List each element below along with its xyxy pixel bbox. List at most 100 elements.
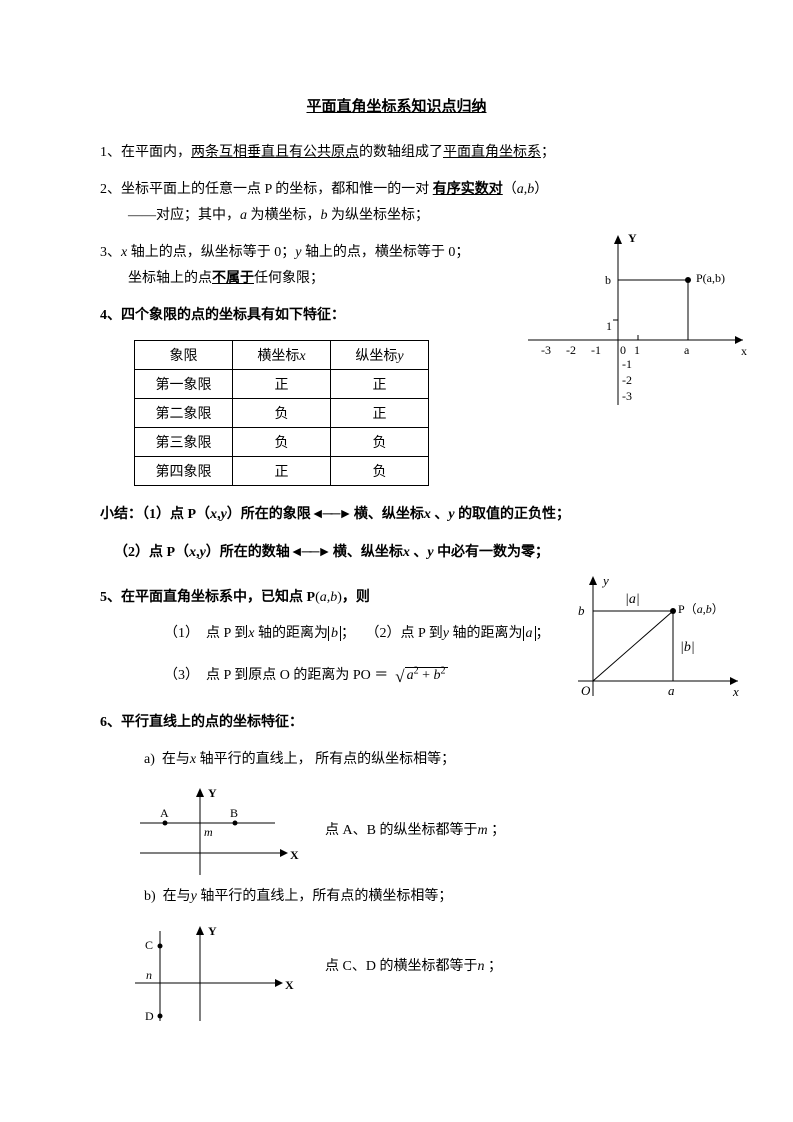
point-b: B xyxy=(230,806,238,820)
t: （ xyxy=(503,182,517,197)
t: 平行直线上的点的坐标特征： xyxy=(121,715,303,730)
abs-a: |a| xyxy=(625,592,640,607)
t: 为横坐标， xyxy=(247,208,321,223)
summary-1: 小结：（1）点 P（x,y）所在的象限◄──► 横、纵坐标x 、y 的取值的正负… xyxy=(100,500,693,529)
abs-b: |b| xyxy=(680,640,695,655)
tk: -1 xyxy=(622,357,632,371)
y-label: y xyxy=(601,573,609,588)
y-label: Y xyxy=(628,231,637,245)
t: 平面直角坐标系 xyxy=(443,145,541,160)
quadrant-table: 象限 横坐标x 纵坐标y 第一象限正正 第二象限负正 第三象限负负 第四象限正负 xyxy=(134,340,429,486)
point-a: A xyxy=(160,806,169,820)
para-6b: b) 在与y 轴平行的直线上，所有点的横坐标相等； xyxy=(100,884,693,911)
td: 第四象限 xyxy=(135,456,233,485)
t: （2）点 P（ xyxy=(114,545,189,560)
t: 为纵坐标坐标； xyxy=(328,208,430,223)
t: （3） xyxy=(164,668,199,683)
t: 横坐标 xyxy=(257,349,299,364)
td: 第二象限 xyxy=(135,398,233,427)
tk: 1 xyxy=(634,343,640,357)
a-label: a xyxy=(684,343,690,357)
num: 2、 xyxy=(100,182,121,197)
t: ）所在的数轴 xyxy=(206,545,290,560)
t: + xyxy=(419,668,434,683)
para-6: 6、平行直线上的点的坐标特征： xyxy=(100,710,693,737)
var-b: b xyxy=(434,668,441,683)
td: 正 xyxy=(233,369,331,398)
n-label: n xyxy=(146,968,152,982)
td: 第一象限 xyxy=(135,369,233,398)
num: 5、 xyxy=(100,590,121,605)
t: ） xyxy=(534,182,548,197)
t: 在平面内， xyxy=(121,145,191,160)
var-a: a xyxy=(407,668,414,683)
t: ； xyxy=(541,145,555,160)
t: 四个象限的点的坐标具有如下特征： xyxy=(121,308,345,323)
t: 轴上的点，横坐标等于 0； xyxy=(301,245,469,260)
t: ，则 xyxy=(342,590,370,605)
tk: -1 xyxy=(591,343,601,357)
origin-label: O xyxy=(581,683,591,698)
t: ； xyxy=(484,959,502,974)
fig3-caption: 点 A、B 的纵坐标都等于m ； xyxy=(325,819,505,839)
tk: -3 xyxy=(622,389,632,403)
para-6a: a) 在与x 轴平行的直线上， 所有点的纵坐标相等； xyxy=(100,747,693,774)
a-label: a xyxy=(668,683,675,698)
tk: -3 xyxy=(541,343,551,357)
t: 、 xyxy=(410,545,428,560)
t: 所有点的纵坐标相等； xyxy=(315,752,455,767)
var-x: x xyxy=(403,545,410,560)
num: 3、 xyxy=(100,245,121,260)
t: 坐标平面上的任意一点 P 的坐标，都和惟一的一对 xyxy=(121,182,433,197)
radical-icon: √ xyxy=(395,667,404,686)
td: 正 xyxy=(331,369,429,398)
sqrt-expr: a2 + b2 xyxy=(405,667,448,683)
th: 象限 xyxy=(135,340,233,369)
abs-a: a xyxy=(523,626,536,641)
page-title: 平面直角坐标系知识点归纳 xyxy=(100,95,693,116)
t: 横、纵坐标 xyxy=(350,507,424,522)
para-2: 2、坐标平面上的任意一点 P 的坐标，都和惟一的一对 有序实数对（a,b） ——… xyxy=(100,177,693,230)
var-a: a xyxy=(240,208,247,223)
point-p: P（a,b） xyxy=(678,602,724,616)
figure-1-axes: x Y P(a,b) b 1 a -3 -2 -1 0 1 -1 -2 -3 xyxy=(518,230,753,415)
var-x: x xyxy=(299,349,305,364)
t: 轴上的点，纵坐标等于 0； xyxy=(127,245,295,260)
t: ——对应；其中， xyxy=(100,208,240,223)
td: 负 xyxy=(331,427,429,456)
t: 点 C、D 的横坐标都等于 xyxy=(325,959,477,974)
var-y: y xyxy=(397,349,403,364)
var-x: x xyxy=(210,507,217,522)
t: 中必有一数为零； xyxy=(434,545,550,560)
td: 负 xyxy=(331,456,429,485)
b-label: b xyxy=(605,273,611,287)
t: 轴平行的直线上，所有点的横坐标相等； xyxy=(197,889,453,904)
x-label: X xyxy=(290,848,299,862)
t: 的数轴组成了 xyxy=(359,145,443,160)
t: b) xyxy=(144,889,156,904)
point-d: D xyxy=(145,1009,154,1023)
t: 轴平行的直线上， xyxy=(196,752,312,767)
t: 在与 xyxy=(162,752,190,767)
t: 的取值的正负性； xyxy=(455,507,571,522)
t: 轴的距离为 xyxy=(255,626,329,641)
t: 点 P 到原点 O 的距离为 PO ＝ xyxy=(206,668,392,683)
t: 在平面直角坐标系中，已知点 P xyxy=(121,590,315,605)
x-label: x xyxy=(732,684,739,699)
t: a) xyxy=(144,752,155,767)
tk: -2 xyxy=(566,343,576,357)
t: 有序实数对 xyxy=(433,182,503,197)
t: （2）点 P 到 xyxy=(366,626,443,641)
num: 6、 xyxy=(100,715,121,730)
var-a: a xyxy=(320,590,327,605)
figure-4-parallel-y: Y X C D n xyxy=(120,921,295,1026)
y-label: Y xyxy=(208,786,217,800)
sup: 2 xyxy=(441,665,446,676)
var-a: a xyxy=(517,182,524,197)
var-b: b xyxy=(321,208,328,223)
x-label: X xyxy=(285,978,294,992)
para-3: 3、x 轴上的点，纵坐标等于 0；y 轴上的点，横坐标等于 0； 坐标轴上的点不… xyxy=(100,240,480,293)
t: ）所在的象限 xyxy=(227,507,311,522)
td: 正 xyxy=(233,456,331,485)
abs-b: b xyxy=(328,626,341,641)
